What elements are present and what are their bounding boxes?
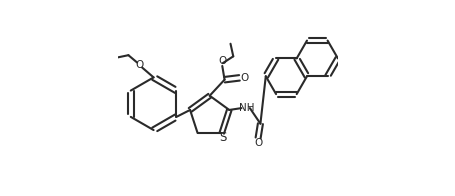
Text: O: O xyxy=(253,138,262,148)
Text: O: O xyxy=(217,56,226,66)
Text: S: S xyxy=(219,131,226,144)
Text: O: O xyxy=(240,73,248,83)
Text: O: O xyxy=(135,60,143,70)
Text: NH: NH xyxy=(238,103,254,113)
